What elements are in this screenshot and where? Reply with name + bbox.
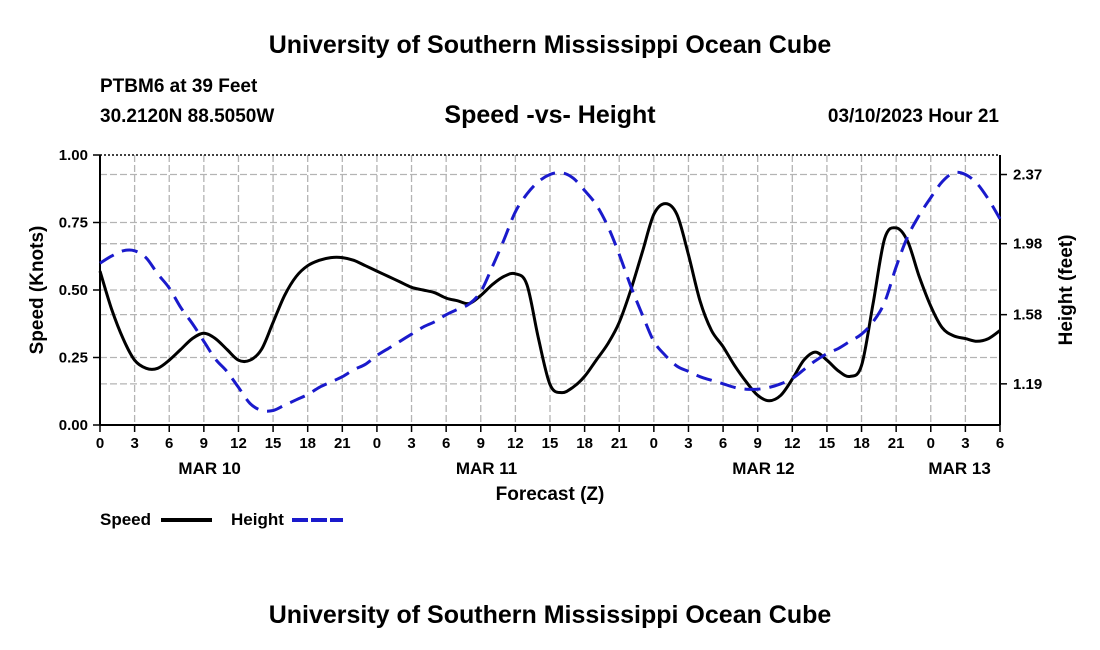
y-tick-label: 0.00 bbox=[59, 417, 88, 434]
x-tick-label: 3 bbox=[130, 435, 138, 452]
y-tick-label: 0.50 bbox=[59, 282, 88, 299]
x-tick-label: 6 bbox=[996, 435, 1004, 452]
x-tick-label: 3 bbox=[684, 435, 692, 452]
x-tick-label: 0 bbox=[96, 435, 104, 452]
y2-axis-title: Height (feet) bbox=[1056, 235, 1077, 346]
legend-speed-label: Speed bbox=[100, 510, 151, 529]
x-tick-label: 18 bbox=[299, 435, 316, 452]
x-tick-label: 9 bbox=[754, 435, 762, 452]
x-tick-label: 15 bbox=[265, 435, 282, 452]
forecast-datetime: 03/10/2023 Hour 21 bbox=[827, 106, 999, 127]
x-tick-label: 15 bbox=[819, 435, 836, 452]
date-label: MAR 11 bbox=[456, 459, 517, 478]
station-coordinates: 30.2120N 88.5050W bbox=[100, 106, 275, 127]
chart-title: University of Southern Mississippi Ocean… bbox=[268, 31, 832, 59]
x-tick-label: 3 bbox=[961, 435, 969, 452]
x-tick-label: 0 bbox=[927, 435, 935, 452]
y-tick-label: 0.75 bbox=[59, 215, 88, 232]
footer-title: University of Southern Mississippi Ocean… bbox=[268, 601, 832, 629]
date-label: MAR 12 bbox=[732, 459, 794, 478]
x-tick-label: 21 bbox=[888, 435, 905, 452]
y2-tick-label: 1.98 bbox=[1013, 236, 1042, 253]
chart-subtitle: Speed -vs- Height bbox=[444, 101, 656, 129]
y-axis-title: Speed (Knots) bbox=[27, 226, 48, 355]
station-label: PTBM6 at 39 Feet bbox=[100, 76, 258, 97]
y2-tick-label: 2.37 bbox=[1013, 167, 1042, 184]
x-tick-label: 6 bbox=[442, 435, 450, 452]
height-series-line bbox=[99, 170, 1002, 413]
y2-tick-label: 1.19 bbox=[1013, 376, 1042, 393]
x-axis-title: Forecast (Z) bbox=[496, 484, 605, 505]
y-tick-label: 0.25 bbox=[59, 350, 88, 367]
date-label: MAR 10 bbox=[178, 459, 240, 478]
x-tick-label: 3 bbox=[407, 435, 415, 452]
x-tick-label: 21 bbox=[334, 435, 351, 452]
x-tick-label: 12 bbox=[230, 435, 247, 452]
x-tick-label: 9 bbox=[477, 435, 485, 452]
x-tick-label: 15 bbox=[542, 435, 559, 452]
x-tick-label: 0 bbox=[650, 435, 658, 452]
x-tick-label: 0 bbox=[373, 435, 381, 452]
x-tick-label: 21 bbox=[611, 435, 628, 452]
x-tick-label: 9 bbox=[200, 435, 208, 452]
x-tick-label: 6 bbox=[719, 435, 727, 452]
x-tick-label: 12 bbox=[784, 435, 801, 452]
x-tick-label: 6 bbox=[165, 435, 173, 452]
speed-series-line bbox=[98, 202, 1001, 403]
y2-tick-label: 1.58 bbox=[1013, 307, 1042, 324]
x-tick-label: 18 bbox=[853, 435, 870, 452]
date-label: MAR 13 bbox=[928, 459, 990, 478]
x-tick-label: 12 bbox=[507, 435, 524, 452]
y-tick-label: 1.00 bbox=[59, 147, 88, 164]
legend-height-label: Height bbox=[231, 510, 284, 529]
x-tick-label: 18 bbox=[576, 435, 593, 452]
